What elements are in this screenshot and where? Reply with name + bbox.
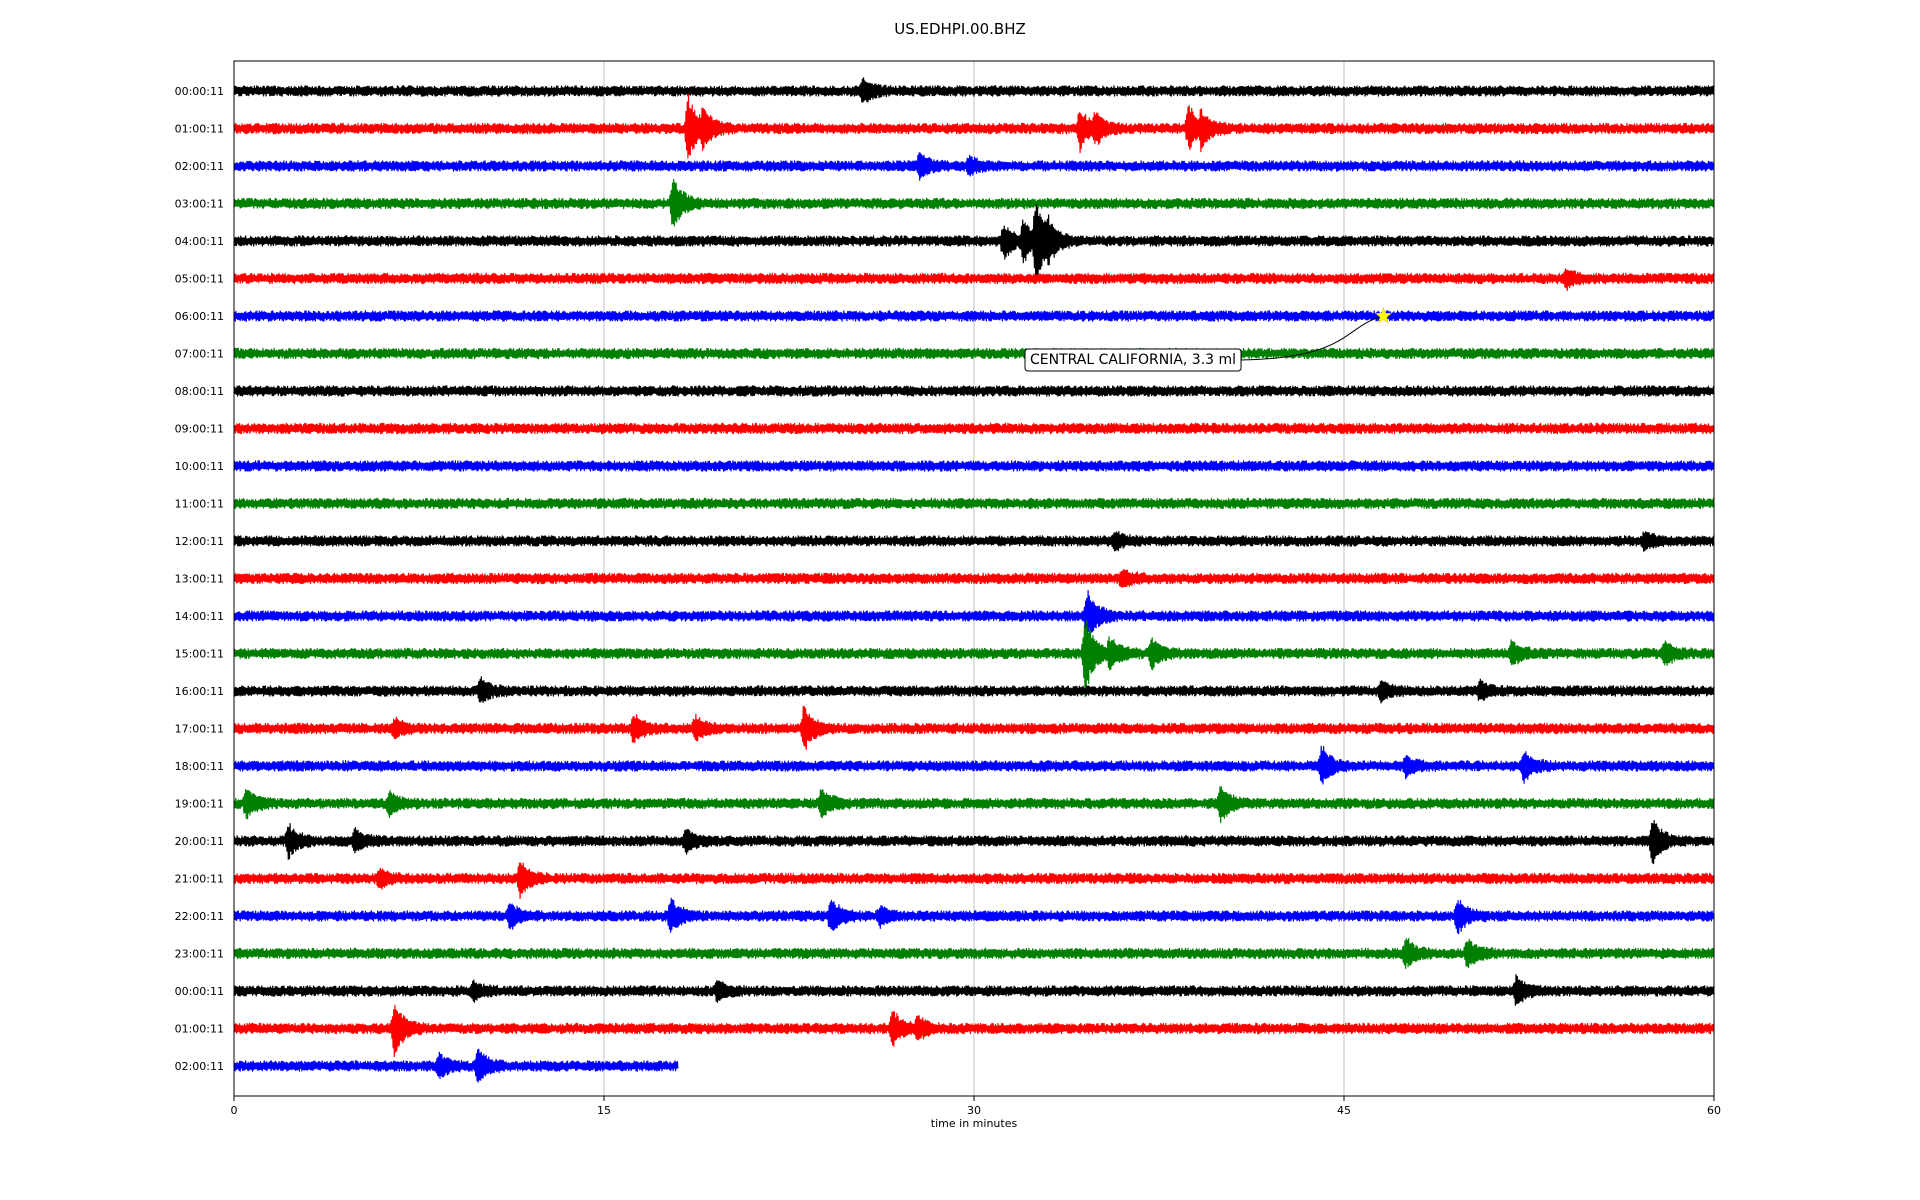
row-label-layer: 00:00:11 01:00:11 02:00:11 03:00:11 04:00:11… (175, 85, 224, 1073)
event-star-marker (1375, 307, 1392, 324)
seismic-trace (233, 347, 1715, 360)
seismic-trace (233, 1048, 679, 1083)
trace-layer (233, 77, 1715, 1083)
seismic-trace (233, 897, 1715, 935)
seismic-trace (233, 204, 1715, 283)
seismic-trace (233, 620, 1715, 698)
seismic-trace (233, 590, 1715, 641)
row-time-label: 10:00:11 (175, 460, 224, 473)
row-time-label: 19:00:11 (175, 798, 224, 811)
row-time-label: 05:00:11 (175, 273, 224, 286)
x-tick-label: 30 (967, 1104, 981, 1117)
seismic-trace (233, 676, 1715, 704)
row-time-label: 18:00:11 (175, 760, 224, 773)
seismic-trace (233, 1004, 1715, 1058)
row-time-label: 13:00:11 (175, 573, 224, 586)
axes-frame (233, 60, 1715, 1097)
x-axis-label: time in minutes (930, 1117, 1018, 1130)
annotation-text: CENTRAL CALIFORNIA, 3.3 ml (1030, 352, 1236, 368)
row-time-label: 14:00:11 (175, 610, 224, 623)
seismic-trace (233, 937, 1715, 969)
seismic-trace (233, 530, 1715, 552)
row-time-label: 17:00:11 (175, 723, 224, 736)
x-tick-label: 0 (231, 1104, 238, 1117)
seismic-trace (233, 310, 1715, 322)
row-time-label: 09:00:11 (175, 423, 224, 436)
row-time-label: 00:00:11 (175, 85, 224, 98)
annotation-box (1024, 348, 1242, 372)
row-time-label: 03:00:11 (175, 198, 224, 211)
seismic-trace (233, 819, 1715, 865)
seismic-trace (233, 178, 1715, 227)
row-time-label: 21:00:11 (175, 873, 224, 886)
row-time-label: 11:00:11 (175, 498, 224, 511)
row-time-label: 01:00:11 (175, 123, 224, 136)
row-time-label: 04:00:11 (175, 235, 224, 248)
x-tick-label: 15 (597, 1104, 611, 1117)
seismic-trace (233, 974, 1715, 1006)
annotation-connector (1241, 315, 1384, 361)
x-tick-label: 60 (1707, 1104, 1721, 1117)
seismic-trace (233, 786, 1715, 824)
seismic-trace (233, 497, 1715, 510)
row-time-label: 15:00:11 (175, 648, 224, 661)
row-time-label: 00:00:11 (175, 985, 224, 998)
seismic-trace (233, 385, 1715, 397)
row-time-label: 01:00:11 (175, 1023, 224, 1036)
seismic-trace (233, 745, 1715, 785)
seismic-trace (233, 422, 1715, 435)
seismic-trace (233, 93, 1715, 159)
row-time-label: 12:00:11 (175, 535, 224, 548)
row-time-label: 02:00:11 (175, 160, 224, 173)
seismic-trace (233, 460, 1715, 472)
seismic-trace (233, 706, 1715, 750)
seismic-trace (233, 568, 1715, 588)
row-time-label: 08:00:11 (175, 385, 224, 398)
seismic-trace (233, 862, 1715, 899)
row-time-label: 23:00:11 (175, 948, 224, 961)
chart-title: US.EDHPI.00.BHZ (894, 20, 1026, 38)
x-tick-layer: 0 15 30 45 60 (231, 1096, 1721, 1117)
row-time-label: 02:00:11 (175, 1060, 224, 1073)
seismic-trace (233, 77, 1715, 103)
seismic-trace (233, 152, 1715, 181)
row-time-label: 07:00:11 (175, 348, 224, 361)
event-annotation: CENTRAL CALIFORNIA, 3.3 ml (1024, 307, 1392, 372)
seismic-trace (233, 268, 1715, 292)
row-time-label: 20:00:11 (175, 835, 224, 848)
row-time-label: 06:00:11 (175, 310, 224, 323)
row-time-label: 22:00:11 (175, 910, 224, 923)
row-time-label: 16:00:11 (175, 685, 224, 698)
x-tick-label: 45 (1337, 1104, 1351, 1117)
